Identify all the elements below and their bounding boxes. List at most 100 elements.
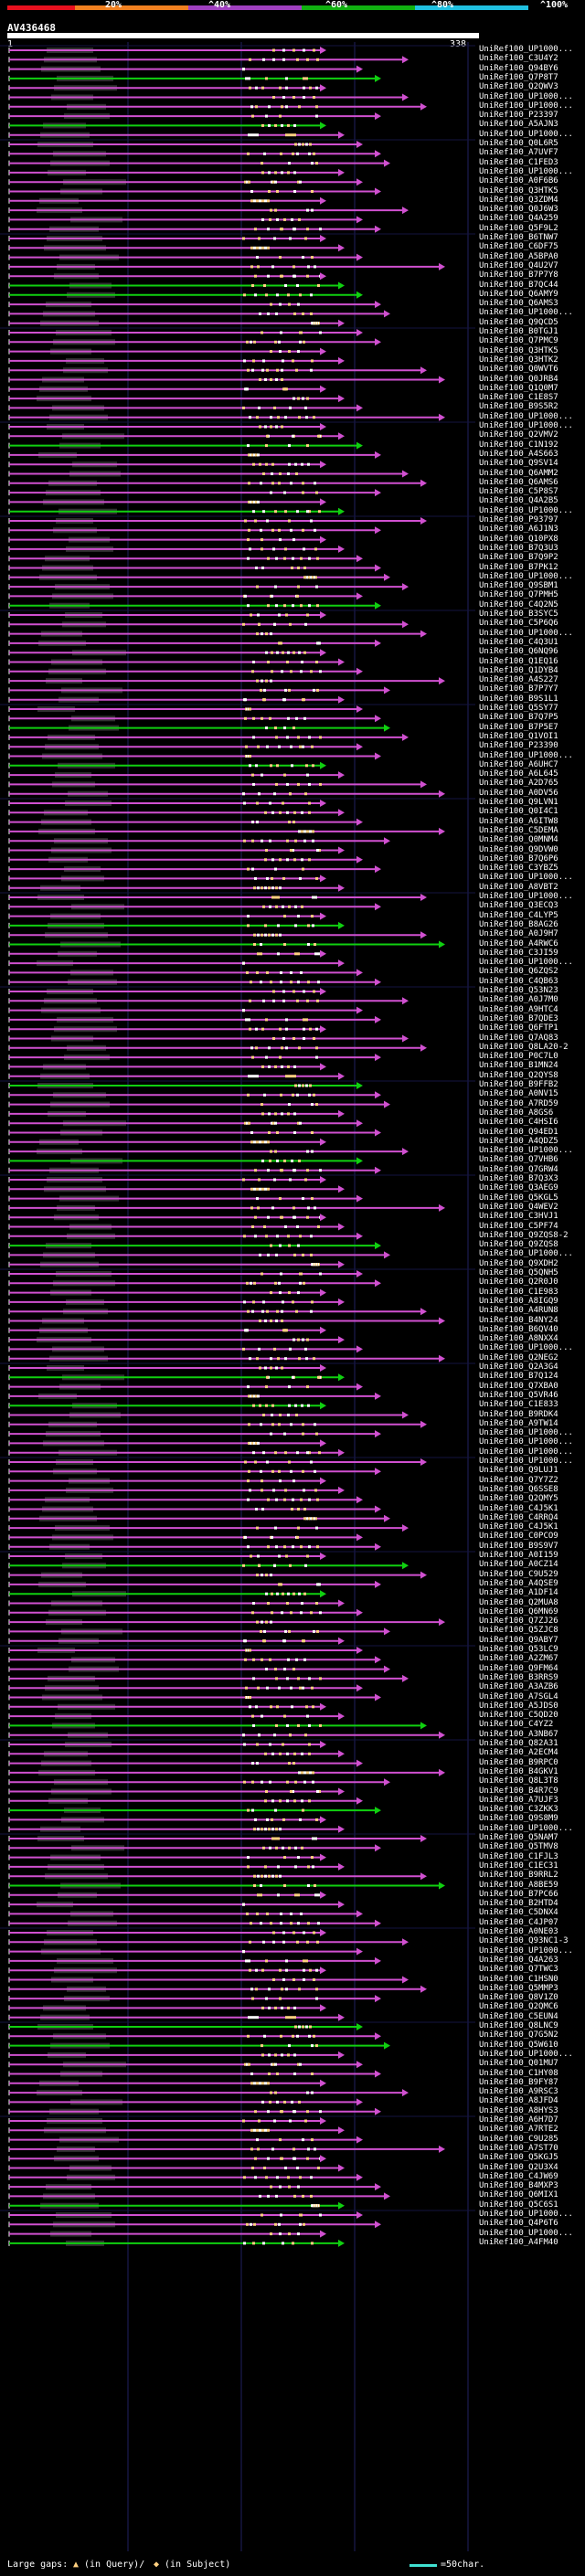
hit-label[interactable]: UniRef100_A0DV56 — [479, 788, 558, 798]
hit-label[interactable]: UniRef100_A8HYS3 — [479, 2105, 558, 2115]
hit-label[interactable]: UniRef100_C5P8S7 — [479, 487, 558, 497]
hit-label[interactable]: UniRef100_C1EC31 — [479, 1860, 558, 1871]
hit-label[interactable]: UniRef100_C1FJL3 — [479, 1851, 558, 1861]
hit-label[interactable]: UniRef100_A8GS6 — [479, 1108, 554, 1118]
hit-label[interactable]: UniRef100_Q8LNC9 — [479, 2021, 558, 2030]
hit-label[interactable]: UniRef100_Q9ZQS8 — [479, 1240, 558, 1250]
hit-label[interactable]: UniRef100_C4J5K1 — [479, 1522, 558, 1532]
hit-label[interactable]: UniRef100_Q0L6R5 — [479, 139, 558, 148]
hit-label[interactable]: UniRef100_C5EUN4 — [479, 2011, 558, 2021]
hit-label[interactable]: UniRef100_Q9SBM1 — [479, 581, 558, 591]
hit-label[interactable]: UniRef100_A3AZB6 — [479, 1682, 558, 1692]
hit-label[interactable]: UniRef100_Q9LVN1 — [479, 798, 558, 807]
hit-label[interactable]: UniRef100_A2ECM4 — [479, 1748, 558, 1758]
hit-label[interactable]: UniRef100_UP1000... — [479, 411, 573, 421]
hit-label[interactable]: UniRef100_C5DNX4 — [479, 1908, 558, 1918]
hit-label[interactable]: UniRef100_B7Q7P5 — [479, 713, 558, 723]
hit-label[interactable]: UniRef100_Q2NEG2 — [479, 1352, 558, 1362]
hit-label[interactable]: UniRef100_Q2QWV3 — [479, 82, 558, 92]
hit-label[interactable]: UniRef100_C4RRQ4 — [479, 1512, 558, 1522]
hit-label[interactable]: UniRef100_Q7ZJ26 — [479, 1617, 558, 1627]
hit-label[interactable]: UniRef100_Q01MU7 — [479, 2059, 558, 2069]
hit-label[interactable]: UniRef100_Q9XDH2 — [479, 1258, 558, 1268]
hit-label[interactable]: UniRef100_C4JP07 — [479, 1917, 558, 1927]
hit-label[interactable]: UniRef100_C1E833 — [479, 1400, 558, 1410]
hit-label[interactable]: UniRef100_A2D765 — [479, 779, 558, 789]
hit-label[interactable]: UniRef100_Q3ZDM4 — [479, 195, 558, 205]
hit-label[interactable]: UniRef100_Q53N23 — [479, 986, 558, 995]
hit-label[interactable]: UniRef100_B7P7Y7 — [479, 684, 558, 694]
hit-label[interactable]: UniRef100_Q3HTK2 — [479, 355, 558, 365]
hit-label[interactable]: UniRef100_Q6ZQS2 — [479, 967, 558, 977]
hit-label[interactable]: UniRef100_Q94ED1 — [479, 1127, 558, 1137]
hit-label[interactable]: UniRef100_Q7VHB6 — [479, 1155, 558, 1165]
hit-label[interactable]: UniRef100_UP1000... — [479, 571, 573, 581]
hit-label[interactable]: UniRef100_C4LYP5 — [479, 910, 558, 920]
hit-label[interactable]: UniRef100_Q2MUA8 — [479, 1597, 558, 1607]
hit-label[interactable]: UniRef100_A8BE59 — [479, 1880, 558, 1890]
hit-label[interactable]: UniRef100_C3JI59 — [479, 948, 558, 958]
hit-label[interactable]: UniRef100_Q9SV14 — [479, 459, 558, 469]
hit-label[interactable]: UniRef100_UP1000... — [479, 91, 573, 101]
hit-label[interactable]: UniRef100_C1E983 — [479, 1287, 558, 1297]
hit-label[interactable]: UniRef100_P0C7L0 — [479, 1052, 558, 1062]
hit-label[interactable]: UniRef100_Q94BY6 — [479, 63, 558, 73]
hit-label[interactable]: UniRef100_Q6NQ96 — [479, 647, 558, 657]
hit-label[interactable]: UniRef100_Q53LC9 — [479, 1645, 558, 1654]
hit-label[interactable]: UniRef100_Q5ZJC8 — [479, 1626, 558, 1636]
hit-label[interactable]: UniRef100_Q10PX8 — [479, 534, 558, 544]
hit-label[interactable]: UniRef100_A4S663 — [479, 449, 558, 459]
hit-label[interactable]: UniRef100_Q5NAM7 — [479, 1833, 558, 1842]
hit-label[interactable]: UniRef100_Q93NC1-3 — [479, 1936, 569, 1946]
hit-label[interactable]: UniRef100_Q7GRW4 — [479, 1164, 558, 1174]
hit-label[interactable]: UniRef100_Q6AMS6 — [479, 477, 558, 487]
hit-label[interactable]: UniRef100_C9U285 — [479, 2134, 558, 2144]
hit-label[interactable]: UniRef100_C3YBZ5 — [479, 864, 558, 874]
hit-label[interactable]: UniRef100_C4YZ2 — [479, 1720, 554, 1730]
hit-label[interactable]: UniRef100_Q4P6T6 — [479, 2219, 558, 2229]
hit-label[interactable]: UniRef100_Q2R0J0 — [479, 1277, 558, 1288]
hit-label[interactable]: UniRef100_UP1000... — [479, 166, 573, 176]
hit-label[interactable]: UniRef100_UP1000... — [479, 1249, 573, 1259]
hit-label[interactable]: UniRef100_A6L645 — [479, 769, 558, 779]
hit-label[interactable]: UniRef100_B9S1L1 — [479, 694, 558, 704]
hit-label[interactable]: UniRef100_UP1000... — [479, 1457, 573, 1466]
hit-label[interactable]: UniRef100_A5BPA0 — [479, 251, 558, 261]
hit-label[interactable]: UniRef100_B9S5R2 — [479, 402, 558, 412]
hit-label[interactable]: UniRef100_C1HSN0 — [479, 1974, 558, 1984]
hit-label[interactable]: UniRef100_C1N192 — [479, 440, 558, 450]
hit-label[interactable]: UniRef100_A7UVF7 — [479, 148, 558, 158]
hit-label[interactable]: UniRef100_Q0J6W3 — [479, 205, 558, 215]
hit-label[interactable]: UniRef100_UP1000... — [479, 628, 573, 638]
hit-label[interactable]: UniRef100_A4QDZ5 — [479, 1136, 558, 1146]
hit-label[interactable]: UniRef100_Q4A259 — [479, 214, 558, 224]
hit-label[interactable]: UniRef100_UP1000... — [479, 2049, 573, 2059]
hit-label[interactable]: UniRef100_Q6AMM2 — [479, 468, 558, 478]
hit-label[interactable]: UniRef100_A8IGQ9 — [479, 1296, 558, 1306]
hit-label[interactable]: UniRef100_B4GKV1 — [479, 1766, 558, 1776]
hit-label[interactable]: UniRef100_Q9ZQS8-2 — [479, 1230, 569, 1240]
hit-label[interactable]: UniRef100_B9FFB2 — [479, 1080, 558, 1089]
hit-label[interactable]: UniRef100_A9HTC4 — [479, 1004, 558, 1014]
hit-label[interactable]: UniRef100_Q7TWC3 — [479, 1965, 558, 1975]
hit-label[interactable]: UniRef100_UP1000... — [479, 1945, 573, 1956]
hit-label[interactable]: UniRef100_B6TNW7 — [479, 233, 558, 242]
hit-label[interactable]: UniRef100_A8NXX4 — [479, 1334, 558, 1344]
hit-label[interactable]: UniRef100_B6QV40 — [479, 1324, 558, 1334]
hit-label[interactable]: UniRef100_B7P7Y8 — [479, 270, 558, 281]
hit-label[interactable]: UniRef100_Q4A263 — [479, 1955, 558, 1965]
hit-label[interactable]: UniRef100_UP1000... — [479, 505, 573, 515]
hit-label[interactable]: UniRef100_A5JDS0 — [479, 1701, 558, 1711]
hit-label[interactable]: UniRef100_A4FM40 — [479, 2237, 558, 2247]
hit-label[interactable]: UniRef100_B0TGJ1 — [479, 327, 558, 336]
hit-label[interactable]: UniRef100_A9TW14 — [479, 1418, 558, 1428]
hit-label[interactable]: UniRef100_Q2A3G4 — [479, 1362, 558, 1372]
hit-label[interactable]: UniRef100_C1HY08 — [479, 2068, 558, 2078]
hit-label[interactable]: UniRef100_Q7Y7Z2 — [479, 1475, 558, 1485]
hit-label[interactable]: UniRef100_B1MN24 — [479, 1061, 558, 1071]
hit-label[interactable]: UniRef100_C6DF75 — [479, 242, 558, 252]
hit-label[interactable]: UniRef100_B7Q124 — [479, 1372, 558, 1382]
hit-label[interactable]: UniRef100_A0J9H7 — [479, 929, 558, 939]
hit-label[interactable]: UniRef100_Q5VR46 — [479, 1390, 558, 1400]
hit-label[interactable]: UniRef100_A6ITW8 — [479, 816, 558, 826]
